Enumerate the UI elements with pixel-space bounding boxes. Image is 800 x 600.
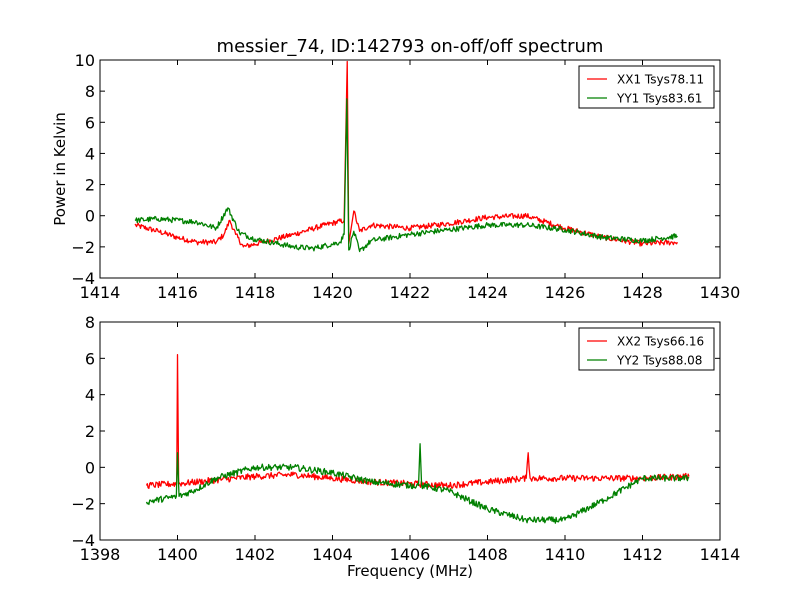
x-tick-label: 1418 [235, 283, 276, 302]
y-tick-label: 6 [85, 113, 95, 132]
chart-title: messier_74, ID:142793 on-off/off spectru… [217, 36, 604, 57]
x-tick-label: 1422 [390, 283, 431, 302]
x-tick-label: 1398 [80, 545, 121, 564]
y-tick-label: 0 [85, 207, 95, 226]
y-tick-label: 8 [85, 313, 95, 332]
y-tick-label: 4 [85, 144, 95, 163]
legend: XX1 Tsys78.11 YY1 Tsys83.61 [578, 65, 715, 109]
x-tick-label: 1430 [700, 283, 741, 302]
legend-label: YY1 Tsys83.61 [616, 92, 702, 106]
legend: XX2 Tsys66.16 YY2 Tsys88.08 [578, 327, 715, 371]
y-tick-label: 8 [85, 82, 95, 101]
series-line-yy2 [145, 443, 690, 524]
legend-label: YY2 Tsys88.08 [616, 354, 702, 368]
x-tick-label: 1410 [545, 545, 586, 564]
y-tick-label: −4 [71, 269, 95, 288]
bottom-plot: 1398 1400 1402 1404 1406 1408 1410 1412 1414 −4 −2… [71, 313, 740, 564]
y-tick-label: −4 [71, 531, 95, 550]
y-tick-label: −2 [71, 495, 95, 514]
x-tick-label: 1406 [390, 545, 431, 564]
x-tick-label: 1414 [700, 545, 741, 564]
series-line-xx2 [145, 354, 690, 489]
y-tick-label: 0 [85, 458, 95, 477]
x-axis-label: Frequency (MHz) [347, 562, 473, 580]
legend-box [578, 327, 715, 371]
x-tick-label: 1400 [157, 545, 198, 564]
y-tick-label: 4 [85, 386, 95, 405]
legend-box [578, 65, 715, 109]
y-tick-label: 10 [75, 51, 95, 70]
y-tick-label: −2 [71, 238, 95, 257]
top-plot: 1414 1416 1418 1420 1422 1424 1426 1428 1430 −4 −2… [71, 51, 740, 302]
legend-label: XX1 Tsys78.11 [617, 73, 704, 87]
y-axis-label: Power in Kelvin [51, 112, 69, 226]
x-tick-label: 1426 [545, 283, 586, 302]
x-tick-label: 1420 [312, 283, 353, 302]
x-tick-label: 1428 [622, 283, 663, 302]
x-tick-label: 1402 [235, 545, 276, 564]
x-tick-label: 1404 [312, 545, 353, 564]
y-tick-label: 2 [85, 176, 95, 195]
x-tick-label: 1414 [80, 283, 121, 302]
y-tick-label: 2 [85, 422, 95, 441]
x-tick-label: 1412 [622, 545, 663, 564]
legend-label: XX2 Tsys66.16 [617, 335, 704, 349]
series-line-yy1 [134, 98, 678, 253]
x-tick-label: 1408 [467, 545, 508, 564]
x-tick-label: 1424 [467, 283, 508, 302]
y-tick-label: 6 [85, 349, 95, 368]
x-tick-label: 1416 [157, 283, 198, 302]
